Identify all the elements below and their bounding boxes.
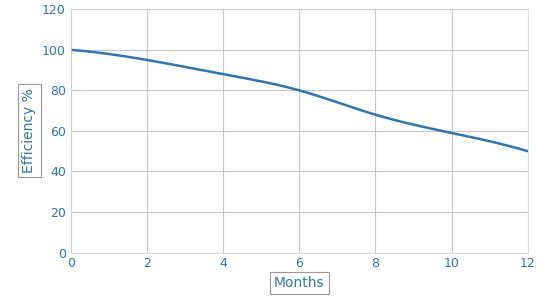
Y-axis label: Efficiency %: Efficiency % (22, 88, 36, 173)
X-axis label: Months: Months (274, 276, 325, 290)
